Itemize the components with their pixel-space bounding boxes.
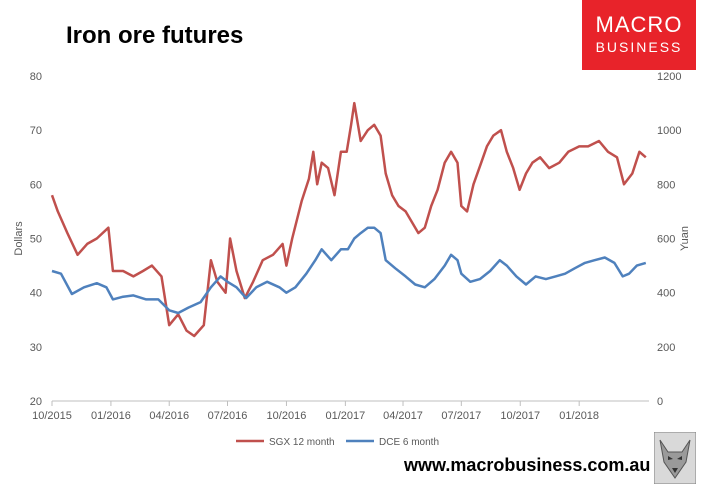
y-right-tick-label: 800 bbox=[657, 179, 675, 191]
y-right-tick-label: 1000 bbox=[657, 125, 681, 137]
x-tick-label: 04/2016 bbox=[149, 410, 189, 422]
footer-url: www.macrobusiness.com.au bbox=[404, 455, 651, 475]
y-left-tick-label: 60 bbox=[30, 179, 42, 191]
y-left-tick-label: 70 bbox=[30, 125, 42, 137]
y-right-tick-label: 200 bbox=[657, 342, 675, 354]
y-left-tick-label: 50 bbox=[30, 234, 42, 246]
y-right-tick-label: 400 bbox=[657, 288, 675, 300]
wolf-icon bbox=[654, 432, 696, 484]
logo-line-1: MACRO bbox=[595, 12, 683, 37]
y-left-tick-label: 80 bbox=[30, 71, 42, 83]
legend-label: DCE 6 month bbox=[379, 437, 439, 448]
x-tick-label: 10/2017 bbox=[500, 410, 540, 422]
y-right-tick-label: 0 bbox=[657, 396, 663, 408]
x-tick-label: 01/2016 bbox=[91, 410, 131, 422]
series-line-sgx-12-month bbox=[50, 101, 647, 338]
x-tick-label: 01/2018 bbox=[559, 410, 599, 422]
x-tick-label: 07/2017 bbox=[441, 410, 481, 422]
series-line-dce-6-month bbox=[51, 226, 647, 315]
logo-line-2: BUSINESS bbox=[595, 39, 683, 55]
x-tick-label: 01/2017 bbox=[325, 410, 365, 422]
x-tick-label: 10/2016 bbox=[267, 410, 307, 422]
x-tick-label: 07/2016 bbox=[208, 410, 248, 422]
y-left-tick-label: 20 bbox=[30, 396, 42, 408]
y-right-axis-label: Yuan bbox=[679, 226, 691, 251]
x-tick-label: 10/2015 bbox=[32, 410, 72, 422]
chart-title: Iron ore futures bbox=[66, 22, 244, 49]
y-left-tick-label: 30 bbox=[30, 342, 42, 354]
macrobusiness-logo: MACRO BUSINESS bbox=[582, 0, 696, 70]
legend-label: SGX 12 month bbox=[269, 437, 335, 448]
y-right-tick-label: 600 bbox=[657, 234, 675, 246]
y-left-tick-label: 40 bbox=[30, 288, 42, 300]
x-tick-label: 04/2017 bbox=[383, 410, 423, 422]
y-left-axis-label: Dollars bbox=[13, 221, 25, 256]
y-right-tick-label: 1200 bbox=[657, 71, 681, 83]
